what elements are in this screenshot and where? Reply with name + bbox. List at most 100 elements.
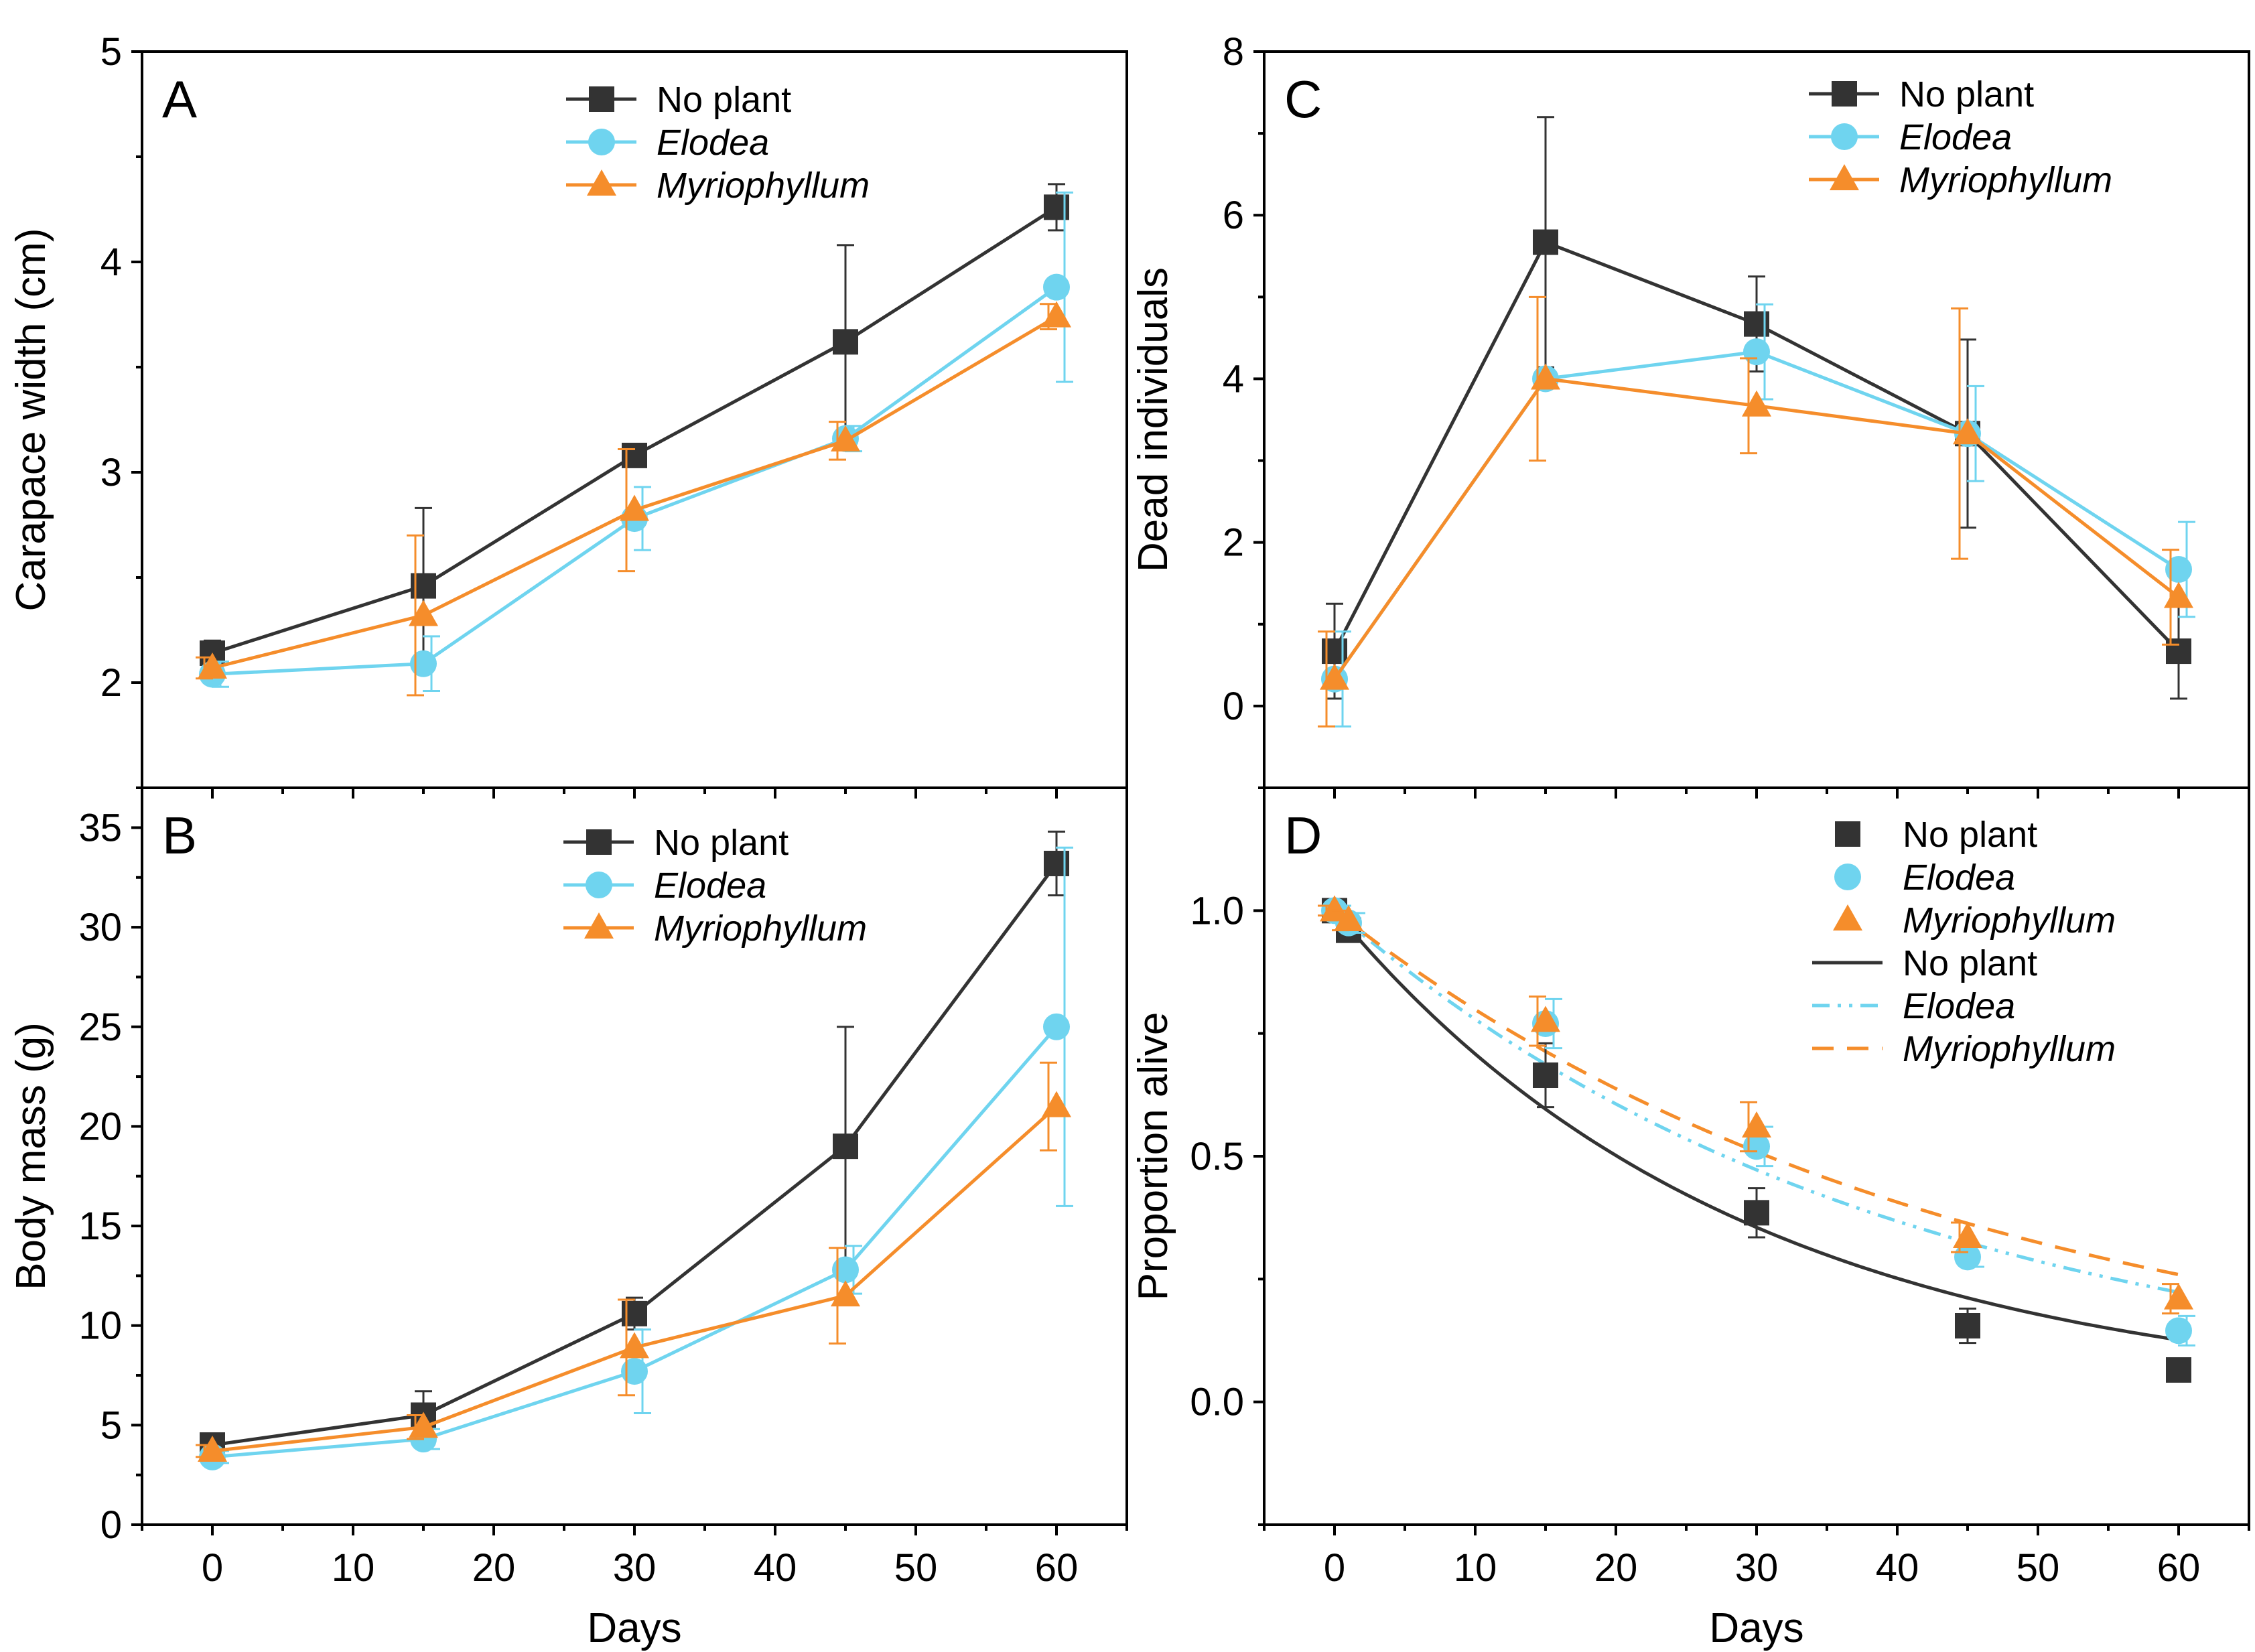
y-tick-label: 20	[78, 1105, 122, 1148]
data-point	[1743, 338, 1770, 366]
data-point	[1953, 1222, 1982, 1248]
data-point	[620, 494, 649, 521]
x-tick-label: 50	[2017, 1546, 2060, 1590]
y-tick-label: 10	[78, 1304, 122, 1348]
y-tick-label: 6	[1223, 194, 1244, 237]
data-point	[1043, 1013, 1070, 1040]
fit-curve	[1333, 909, 2179, 1294]
x-tick-label: 40	[754, 1546, 797, 1590]
series-line	[212, 315, 1058, 670]
legend-label: No plant	[654, 823, 789, 863]
series-line	[212, 285, 1058, 676]
legend-marker	[588, 129, 615, 155]
plot-frame	[141, 50, 1128, 789]
y-tick-label: 0.5	[1190, 1135, 1244, 1178]
series-no-plant	[200, 183, 1069, 667]
data-point	[832, 1256, 859, 1284]
x-axis-label: Days	[1709, 1605, 1803, 1651]
data-point	[1042, 301, 1071, 328]
y-tick-label: 0.0	[1190, 1381, 1244, 1424]
legend-marker	[1832, 81, 1857, 107]
panel-label: B	[162, 806, 197, 865]
legend-label: Elodea	[657, 123, 769, 163]
data-point	[1334, 905, 1363, 931]
series-elodea	[1321, 303, 2195, 728]
series-elodea	[199, 846, 1073, 1470]
data-point	[1953, 418, 1982, 445]
y-tick-label: 8	[1223, 30, 1244, 74]
y-tick-label: 3	[100, 451, 122, 494]
x-tick-label: 30	[1735, 1546, 1779, 1590]
series-myriophyllum	[1318, 295, 2193, 728]
data-point	[409, 600, 438, 626]
legend-label: Elodea	[1899, 117, 2012, 157]
data-point	[1954, 1243, 1981, 1271]
x-tick-label: 10	[1454, 1546, 1497, 1590]
legend-label: Myriophyllum	[1903, 1029, 2116, 1069]
y-tick-label: 15	[78, 1204, 122, 1248]
legend-label: Elodea	[654, 866, 766, 906]
legend-marker	[1833, 904, 1862, 931]
y-tick-label: 25	[78, 1006, 122, 1049]
legend-label: No plant	[657, 80, 791, 120]
x-tick-label: 0	[202, 1546, 223, 1590]
data-point	[1533, 229, 1558, 255]
data-point	[409, 1412, 438, 1438]
legend-label: Elodea	[1903, 857, 2015, 898]
data-point	[1320, 663, 1349, 690]
series-line	[212, 1026, 1058, 1459]
legend-marker	[1831, 123, 1858, 150]
x-tick-label: 50	[894, 1546, 938, 1590]
data-point	[1042, 1091, 1071, 1117]
panel-b: B 0 5 10 15 20 25 30 35 0 10 20 30 40 50 60 Days Body mas…	[8, 786, 1128, 1651]
data-point	[198, 1436, 227, 1462]
data-point	[198, 652, 227, 679]
legend-label: Myriophyllum	[657, 165, 870, 206]
x-tick-label: 10	[332, 1546, 375, 1590]
data-point	[1533, 1062, 1558, 1088]
panel-a: A 2 3 4 5 Carapace width (cm) No plantElodeaMy…	[8, 30, 1128, 799]
legend-marker	[589, 86, 614, 112]
data-point	[2165, 555, 2192, 583]
y-tick-label: 35	[78, 806, 122, 849]
data-point	[2164, 1283, 2193, 1310]
x-tick-label: 40	[1876, 1546, 1919, 1590]
data-point	[1043, 273, 1070, 301]
data-point	[1955, 1313, 1980, 1338]
x-tick-label: 20	[1594, 1546, 1638, 1590]
panel-label: A	[162, 70, 197, 129]
x-tick-label: 60	[1035, 1546, 1079, 1590]
y-tick-label: 1.0	[1190, 889, 1244, 933]
legend-label: Myriophyllum	[654, 908, 867, 949]
data-point	[2166, 1357, 2191, 1383]
data-point	[2164, 581, 2193, 608]
legend-marker	[1834, 864, 1861, 890]
data-point	[620, 1332, 649, 1359]
y-axis-label: Dead individuals	[1130, 267, 1176, 572]
y-tick-label: 4	[100, 240, 122, 284]
x-axis-label: Days	[587, 1605, 681, 1651]
panel-c: C 0 2 4 6 8 Dead individuals No plantElodeaMyri…	[1130, 30, 2250, 799]
legend-marker	[586, 829, 612, 855]
series-line	[212, 1105, 1058, 1453]
y-axis-label: Carapace width (cm)	[8, 228, 54, 612]
data-point	[1531, 363, 1560, 390]
data-point	[1743, 1133, 1770, 1160]
x-tick-label: 0	[1324, 1546, 1345, 1590]
y-axis-label: Proportion alive	[1130, 1012, 1176, 1301]
data-point	[1742, 1111, 1771, 1138]
data-point	[1742, 390, 1771, 417]
data-point	[410, 650, 437, 677]
y-tick-label: 5	[100, 30, 122, 74]
y-tick-label: 2	[1223, 521, 1244, 565]
x-tick-label: 30	[613, 1546, 657, 1590]
y-tick-label: 30	[78, 906, 122, 949]
y-tick-label: 2	[100, 661, 122, 705]
data-point	[833, 1133, 858, 1160]
legend-label: Myriophyllum	[1899, 160, 2112, 200]
y-tick-label: 0	[1223, 685, 1244, 728]
legend-marker	[587, 169, 616, 196]
